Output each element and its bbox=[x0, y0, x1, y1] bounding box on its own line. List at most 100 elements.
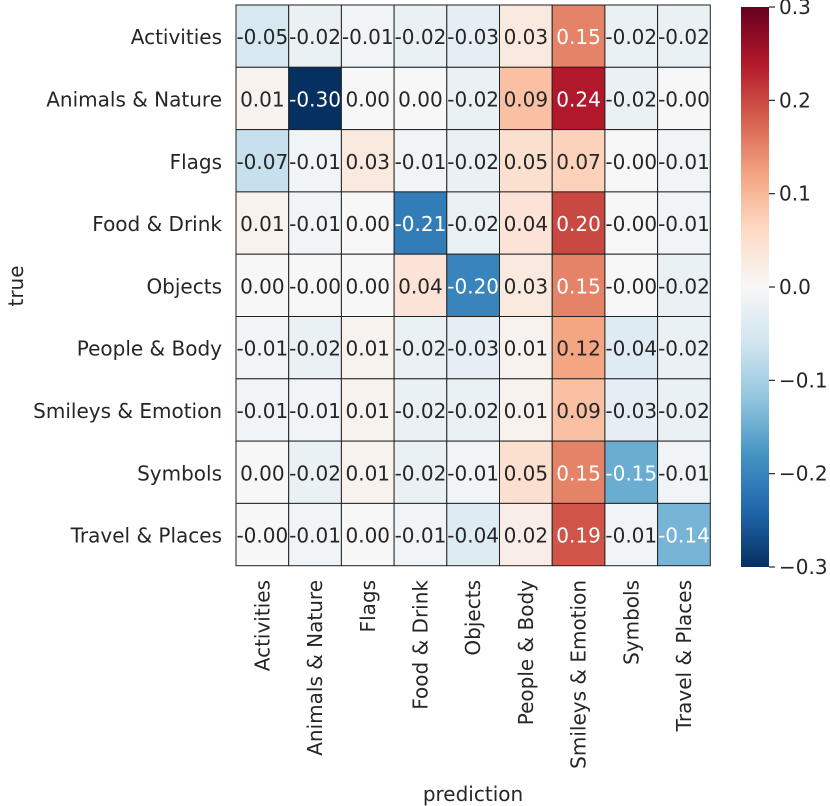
heatmap-cell bbox=[499, 440, 553, 504]
cell-value-label: 0.00 bbox=[240, 461, 285, 485]
cell-value-label: 0.24 bbox=[556, 87, 601, 111]
x-tick-label: Symbols bbox=[619, 580, 643, 665]
heatmap-cell bbox=[235, 440, 290, 504]
cell-value-label: -0.01 bbox=[395, 150, 447, 174]
heatmap-cell bbox=[551, 502, 606, 567]
cell-value-label: -0.01 bbox=[658, 150, 710, 174]
cell-value-label: 0.07 bbox=[556, 150, 601, 174]
cell-value-label: -0.01 bbox=[236, 399, 288, 423]
x-tick-label: Activities bbox=[250, 580, 274, 671]
cell-value-label: -0.02 bbox=[658, 274, 710, 298]
cell-value-label: -0.01 bbox=[395, 524, 447, 548]
heatmap-cell bbox=[446, 129, 500, 193]
x-tick-label: Travel & Places bbox=[672, 580, 696, 732]
cell-value-label: 0.09 bbox=[504, 87, 549, 111]
heatmap-cell bbox=[288, 502, 342, 567]
cell-value-label: -0.01 bbox=[289, 150, 341, 174]
cell-value-label: -0.02 bbox=[447, 150, 499, 174]
cell-value-label: -0.01 bbox=[605, 524, 657, 548]
colorbar-tick-label: −0.2 bbox=[779, 462, 828, 486]
heatmap-cell bbox=[499, 4, 553, 68]
cell-value-label: -0.01 bbox=[289, 399, 341, 423]
x-tick-label: Objects bbox=[461, 580, 485, 656]
cell-value-label: -0.02 bbox=[605, 87, 657, 111]
y-tick-labels: Activities Animals & Nature Flags Food & Dr… bbox=[33, 25, 222, 547]
cell-value-label: -0.02 bbox=[658, 399, 710, 423]
cell-value-label: -0.02 bbox=[658, 25, 710, 49]
cell-value-label: 0.02 bbox=[504, 524, 549, 548]
x-axis-title: prediction bbox=[423, 782, 523, 806]
heatmap-cell bbox=[340, 316, 395, 380]
heatmap-cell bbox=[235, 253, 290, 317]
heatmap-cell bbox=[235, 191, 290, 255]
cell-value-label: -0.02 bbox=[395, 25, 447, 49]
heatmap-cell bbox=[393, 129, 448, 193]
heatmap-cell bbox=[657, 316, 711, 380]
cell-value-label: -0.02 bbox=[447, 212, 499, 236]
cell-value-label: -0.02 bbox=[447, 87, 499, 111]
colorbar-tick-label: 0.1 bbox=[779, 182, 811, 206]
cell-value-label: 0.03 bbox=[504, 25, 549, 49]
cell-value-label: -0.02 bbox=[395, 337, 447, 361]
colorbar-tick-label: −0.1 bbox=[779, 368, 828, 392]
cell-value-label: -0.02 bbox=[289, 25, 341, 49]
heatmap-cell bbox=[235, 378, 290, 442]
cell-value-label: -0.01 bbox=[658, 212, 710, 236]
cell-value-label: -0.14 bbox=[658, 524, 710, 548]
cell-value-label: -0.03 bbox=[447, 25, 499, 49]
colorbar-tick-label: 0.2 bbox=[779, 88, 811, 112]
heatmap-cell bbox=[604, 66, 659, 131]
heatmap-cell bbox=[340, 253, 395, 317]
cell-value-label: -0.05 bbox=[236, 25, 288, 49]
cell-value-label: 0.00 bbox=[398, 87, 443, 111]
heatmap-cell bbox=[393, 191, 448, 255]
cell-value-label: -0.21 bbox=[395, 212, 447, 236]
cell-value-label: -0.01 bbox=[236, 337, 288, 361]
heatmap-cell bbox=[235, 4, 290, 68]
heatmap-cell bbox=[657, 191, 711, 255]
colorbar-tick-label: −0.3 bbox=[779, 555, 828, 579]
heatmap-cell bbox=[446, 66, 500, 131]
heatmap-cell bbox=[657, 129, 711, 193]
y-tick-label: People & Body bbox=[77, 337, 222, 361]
heatmap-cell bbox=[393, 316, 448, 380]
cell-value-label: 0.05 bbox=[504, 150, 549, 174]
x-tick-label: Smileys & Emotion bbox=[567, 580, 591, 769]
y-tick-label: Objects bbox=[146, 274, 222, 298]
x-tick-label: Animals & Nature bbox=[303, 580, 327, 756]
colorbar bbox=[741, 7, 769, 567]
cell-value-label: 0.15 bbox=[556, 461, 601, 485]
cell-value-label: -0.01 bbox=[289, 212, 341, 236]
cell-value-label: 0.15 bbox=[556, 274, 601, 298]
cell-value-label: -0.02 bbox=[395, 399, 447, 423]
heatmap-cell bbox=[604, 4, 659, 68]
cell-value-label: -0.01 bbox=[342, 25, 394, 49]
cell-value-label: -0.04 bbox=[605, 337, 657, 361]
cell-value-label: -0.04 bbox=[447, 524, 499, 548]
cell-value-label: 0.00 bbox=[345, 524, 390, 548]
y-tick-label: Food & Drink bbox=[92, 212, 222, 236]
cell-value-label: 0.19 bbox=[556, 524, 601, 548]
cell-value-label: -0.02 bbox=[395, 461, 447, 485]
heatmap-cell bbox=[288, 191, 342, 255]
cell-value-label: -0.20 bbox=[447, 274, 499, 298]
heatmap-cell bbox=[235, 66, 290, 131]
cell-value-label: -0.02 bbox=[447, 399, 499, 423]
colorbar-ticks: 0.3 0.2 0.1 0.0 −0.1 −0.2 −0.3 bbox=[769, 0, 828, 579]
cell-value-label: -0.00 bbox=[289, 274, 341, 298]
y-tick-label: Flags bbox=[170, 150, 222, 174]
heatmap-cell bbox=[393, 440, 448, 504]
heatmap-cell bbox=[340, 66, 395, 131]
heatmap-cell bbox=[657, 253, 711, 317]
cell-value-label: 0.01 bbox=[240, 212, 285, 236]
heatmap-cell bbox=[235, 502, 290, 567]
cell-value-label: 0.12 bbox=[556, 337, 601, 361]
cell-value-label: -0.02 bbox=[605, 25, 657, 49]
heatmap-cell bbox=[446, 440, 500, 504]
cell-value-label: 0.00 bbox=[240, 274, 285, 298]
cell-value-label: 0.03 bbox=[345, 150, 390, 174]
cell-value-label: -0.00 bbox=[658, 87, 710, 111]
cell-value-label: 0.04 bbox=[504, 212, 549, 236]
y-tick-label: Animals & Nature bbox=[46, 87, 222, 111]
heatmap-cell bbox=[446, 502, 500, 567]
